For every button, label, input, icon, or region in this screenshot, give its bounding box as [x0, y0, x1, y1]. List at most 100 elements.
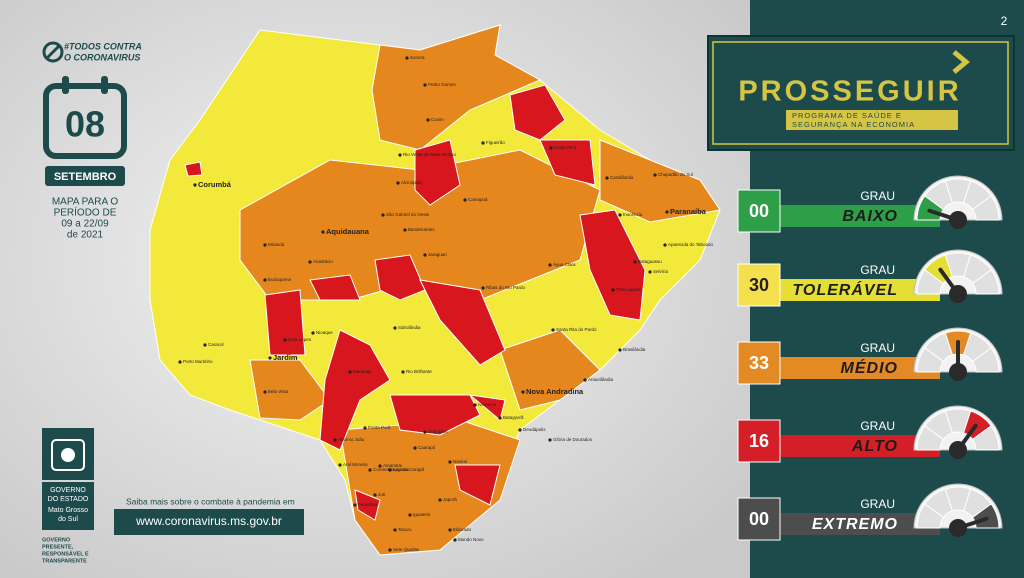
level-grau: GRAU [860, 189, 895, 203]
city-dot [521, 390, 525, 394]
program-logo: PROSSEGUIR PROGRAMA DE SAÚDE E SEGURANÇA… [707, 35, 1015, 151]
city-dot [381, 213, 385, 217]
gov-line: DO ESTADO [48, 496, 89, 503]
city-label: Tacuru [398, 527, 412, 532]
gauge-hub [949, 211, 967, 229]
region [184, 161, 203, 177]
city-label: Jardim [273, 353, 298, 362]
city-label: Guia Lopes [288, 337, 312, 342]
city-label: Rio Verde de Mato Grosso [403, 152, 457, 157]
period-line: MAPA PARA O [52, 197, 119, 208]
count-box [737, 419, 781, 463]
city-label: Camapuã [468, 197, 488, 202]
city-dot [263, 278, 267, 282]
city-label: Aral Moreira [343, 462, 368, 467]
city-label: Anaurilândia [588, 377, 614, 382]
city-dot [438, 498, 442, 502]
level-count: 33 [749, 353, 769, 373]
city-dot [408, 513, 412, 517]
region [354, 489, 381, 521]
city-label: Maracaju [353, 369, 372, 374]
count-box [737, 189, 781, 233]
city-dot [283, 338, 287, 342]
city-label: Deodápolis [523, 427, 546, 432]
city-label: Ponta Porã [368, 425, 391, 430]
count-box [737, 263, 781, 307]
period: MAPA PARA O PERÍODO DE 09 a 22/09 de 202… [52, 197, 119, 241]
campaign-logo: #TODOS CONTRA O CORONAVIRUS [42, 41, 142, 63]
city-label: Corumbá [198, 180, 232, 189]
region [579, 209, 646, 321]
city-dot [338, 463, 342, 467]
city-dot [321, 230, 325, 234]
city-label: Paranaíba [670, 207, 707, 216]
city-label: Eldorado [453, 527, 472, 532]
url-box[interactable] [114, 509, 304, 535]
city-dot [463, 198, 467, 202]
city-dot [618, 348, 622, 352]
city-dot [263, 243, 267, 247]
city-dot [653, 173, 657, 177]
city-label: Juti [378, 492, 385, 497]
city-label: Sete Quedas [393, 547, 420, 552]
city-dot [373, 493, 377, 497]
city-dot [473, 403, 477, 407]
level-bar [778, 513, 940, 535]
level-count: 00 [749, 201, 769, 221]
risk-legend: 00 GRAU BAIXO 30 GRAU TOLERÁVEL 33 GRAU MÉDIO 16 G… [737, 175, 1003, 541]
city-label: Jaraguari [428, 252, 447, 257]
city-dot [388, 548, 392, 552]
level-name: BAIXO [842, 208, 898, 225]
city-dot [405, 56, 409, 60]
gauge-hub [949, 519, 967, 537]
city-dot [481, 141, 485, 145]
region [599, 139, 721, 223]
level-grau: GRAU [860, 497, 895, 511]
city-label: Nova Andradina [526, 387, 584, 396]
city-label: Bela Vista [268, 389, 289, 394]
region [539, 139, 596, 186]
gov-tagline: RESPONSÁVEL E [42, 550, 89, 557]
city-label: Iguatemi [413, 512, 430, 517]
region [371, 24, 542, 151]
gauge-hub [949, 441, 967, 459]
level-name: MÉDIO [841, 358, 898, 377]
region [499, 329, 601, 411]
city-dot [348, 370, 352, 374]
calendar: 08 SETEMBRO [43, 76, 127, 186]
city-label: Antônio João [338, 437, 365, 442]
city-dot [401, 370, 405, 374]
gov-tagline: GOVERNO [42, 537, 71, 543]
campaign-line2: O CORONAVIRUS [64, 52, 140, 62]
city-dot [548, 438, 552, 442]
risk-level: 00 GRAU EXTREMO [737, 483, 1003, 541]
region [389, 394, 481, 436]
level-bar [778, 279, 940, 301]
level-count: 00 [749, 509, 769, 529]
city-dot [368, 468, 372, 472]
city-label: Água Clara [553, 261, 576, 267]
city-label: Dourados [428, 429, 448, 434]
city-label: Alcinópolis [401, 180, 423, 185]
level-count: 16 [749, 431, 769, 451]
risk-level: 16 GRAU ALTO [737, 405, 1003, 463]
city-label: Mundo Novo [458, 537, 484, 542]
city-dot [311, 331, 315, 335]
program-subtitle: PROGRAMA DE SAÚDE E [792, 111, 902, 120]
city-label: Brasilândia [623, 347, 646, 352]
city-dot [308, 260, 312, 264]
city-label: Rio Brilhante [406, 369, 432, 374]
city-label: Coxim [431, 117, 444, 122]
city-dot [398, 153, 402, 157]
city-label: Naviraí [453, 459, 468, 464]
info-url[interactable]: www.coronavirus.ms.gov.br [135, 514, 282, 528]
city-label: Bandeirantes [408, 227, 435, 232]
city-label: Batayporã [503, 415, 524, 420]
gov-tagline: PRESENTE, [42, 544, 74, 550]
city-label: Paranhos [358, 502, 378, 507]
city-dot [363, 426, 367, 430]
region [414, 139, 461, 206]
city-dot [648, 270, 652, 274]
city-label: Ivinhema [478, 402, 497, 407]
campaign-line1: #TODOS CONTRA [64, 41, 142, 51]
